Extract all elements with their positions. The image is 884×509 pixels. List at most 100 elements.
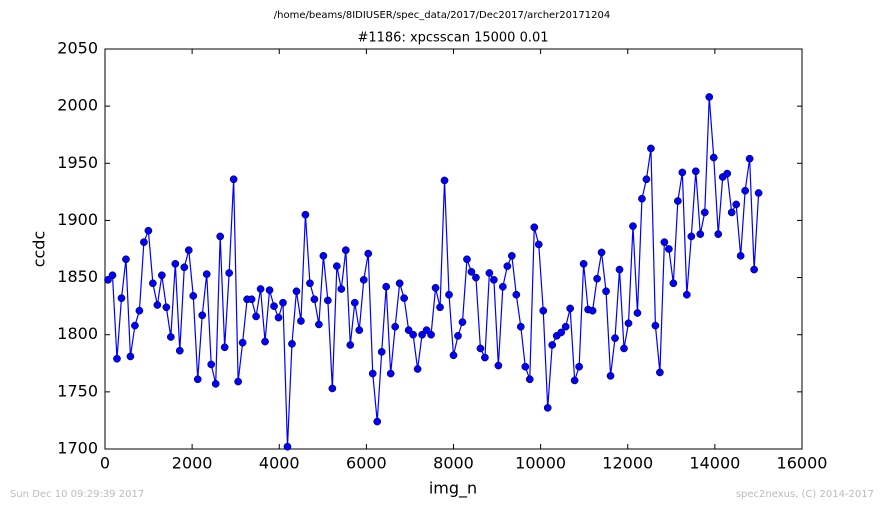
data-point	[534, 240, 543, 249]
data-point	[350, 298, 359, 307]
y-tick-label: 1700	[57, 439, 98, 458]
data-point	[319, 252, 328, 260]
data-point	[207, 360, 216, 369]
data-point	[355, 326, 364, 334]
data-point	[324, 296, 332, 305]
data-point	[202, 270, 211, 278]
data-point	[373, 417, 382, 426]
data-point	[669, 279, 678, 288]
data-point	[467, 268, 476, 276]
series-line	[107, 96, 760, 447]
data-point	[678, 168, 687, 177]
data-point	[705, 93, 714, 101]
data-point	[507, 252, 516, 260]
data-point	[301, 210, 310, 219]
data-point	[543, 404, 552, 412]
data-point	[247, 295, 256, 304]
data-point	[140, 238, 148, 246]
data-point	[647, 144, 655, 153]
data-point	[602, 287, 610, 296]
y-axis-label: ccdc	[30, 231, 49, 268]
data-point	[346, 341, 355, 349]
data-point	[368, 369, 377, 378]
data-point	[732, 200, 741, 209]
data-point	[341, 246, 350, 254]
x-tick-label: 4000	[259, 454, 300, 473]
data-point	[714, 230, 723, 238]
data-point	[131, 321, 139, 330]
data-point	[229, 175, 238, 184]
x-tick-label: 14000	[689, 454, 740, 473]
data-point	[606, 372, 615, 380]
x-tick-label: 10000	[515, 454, 566, 473]
data-point	[126, 352, 135, 361]
data-point	[220, 343, 229, 352]
data-point	[256, 285, 265, 293]
footer-right: spec2nexus, (C) 2014-2017	[736, 489, 874, 500]
data-point	[395, 279, 404, 288]
data-point	[359, 276, 368, 284]
data-point	[189, 292, 198, 300]
data-point	[741, 186, 750, 195]
data-point	[162, 303, 171, 312]
data-point	[279, 298, 287, 307]
suptitle: /home/beams/8IDIUSER/spec_data/2017/Dec2…	[274, 10, 610, 21]
data-point	[736, 252, 745, 260]
data-point	[113, 354, 121, 363]
data-point	[472, 273, 480, 282]
data-point	[297, 317, 305, 325]
data-point	[548, 341, 557, 349]
data-point	[525, 375, 534, 384]
data-point	[422, 326, 431, 334]
data-point	[620, 344, 628, 353]
data-point	[490, 276, 498, 284]
data-point	[400, 294, 408, 302]
data-point	[570, 376, 579, 385]
data-point	[104, 276, 112, 284]
data-point	[413, 365, 422, 373]
data-point	[315, 320, 323, 329]
data-point	[418, 330, 426, 339]
y-tick-label: 1800	[57, 324, 98, 343]
data-point	[198, 311, 207, 320]
data-point	[521, 362, 530, 371]
data-point	[270, 302, 278, 310]
data-point	[382, 282, 391, 291]
data-point	[727, 208, 736, 217]
data-point	[449, 351, 458, 360]
x-tick-label: 8000	[433, 454, 474, 473]
y-tick-label: 1900	[57, 210, 98, 229]
data-point	[166, 333, 175, 341]
data-point	[431, 284, 440, 292]
data-point	[193, 375, 202, 384]
y-tick-label: 1950	[57, 153, 98, 172]
data-point	[499, 282, 507, 291]
data-point	[696, 230, 705, 238]
data-point	[709, 153, 718, 162]
data-point	[332, 262, 341, 270]
chart-title: #1186: xpcsscan 15000 0.01	[357, 31, 548, 46]
data-point	[638, 194, 646, 203]
data-point	[337, 285, 346, 293]
data-point	[440, 176, 449, 185]
data-point	[427, 330, 435, 339]
data-point	[530, 223, 539, 232]
data-point	[575, 362, 583, 371]
data-point	[211, 380, 220, 388]
data-point	[274, 313, 283, 322]
data-point	[588, 306, 597, 315]
data-point	[157, 271, 166, 280]
data-point	[122, 255, 130, 264]
data-point	[238, 338, 247, 347]
data-point	[687, 232, 696, 241]
data-point	[750, 265, 758, 274]
data-point	[494, 361, 503, 370]
data-point	[261, 337, 269, 346]
data-point	[611, 334, 619, 342]
data-point	[265, 286, 274, 294]
data-point	[463, 255, 471, 264]
x-tick-label: 6000	[346, 454, 387, 473]
data-point	[310, 295, 319, 304]
data-point	[700, 208, 709, 217]
